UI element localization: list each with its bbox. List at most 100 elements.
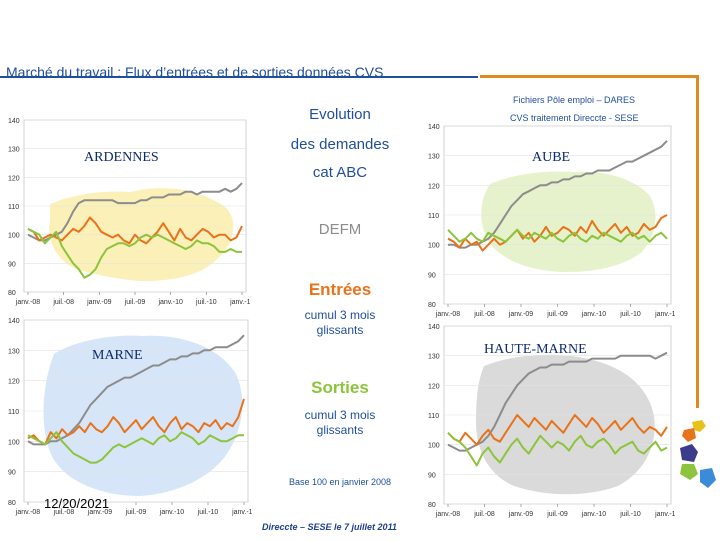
region-label: MARNE (92, 348, 143, 363)
footer-credit: Direccte – SESE le 7 juillet 2011 (262, 522, 397, 532)
source-line-2: CVS traitement Direccte - SESE (510, 113, 639, 123)
x-tick-label: janv.-10 (157, 299, 182, 306)
legend-des-demandes: des demandes (290, 136, 390, 153)
chart-ardennes: 80 90 100 110 120 130 140 janv.-08 juil.-08 janv.… (0, 112, 254, 312)
y-tick-label: 110 (8, 204, 19, 211)
chart-aube: 80 90 100 110 120 130 140 janv.-08 juil.-08 janv.… (420, 118, 679, 324)
x-tick-label: juil.-08 (53, 509, 75, 516)
x-tick-label: juil.-09 (125, 509, 147, 516)
y-tick-label: 120 (428, 183, 440, 190)
x-tick-label: janv.-09 (86, 299, 111, 306)
x-tick-label: janv.-11 (654, 511, 675, 518)
region-label: AUBE (532, 150, 571, 165)
region-map-shape (43, 335, 243, 496)
y-tick-label: 120 (8, 175, 20, 182)
region-map-shape (476, 354, 655, 495)
x-tick-label: janv.-08 (15, 299, 40, 306)
y-tick-label: 90 (428, 472, 436, 479)
region-label: ARDENNES (84, 150, 159, 165)
legend-sorties: Sorties (311, 378, 369, 397)
y-tick-label: 100 (8, 439, 20, 446)
x-tick-label: juil.-08 (52, 299, 74, 306)
x-tick-label: janv.-08 (15, 509, 40, 516)
series-line-entrees (27, 216, 243, 245)
map-extra-shape (700, 468, 716, 488)
x-tick-label: janv.-10 (159, 509, 184, 516)
chart-marne: 80 90 100 110 120 130 140 janv.-08 juil.-08 janv.… (0, 312, 256, 522)
chart-svg: 80 90 100 110 120 130 140 janv.-08 juil.-08 janv.… (8, 318, 256, 516)
y-tick-label: 100 (8, 233, 20, 240)
series-line-defm (27, 334, 245, 446)
y-tick-label: 90 (8, 261, 16, 268)
x-tick-label: juil.-10 (195, 299, 217, 306)
series-line-sorties (447, 228, 668, 243)
y-tick-label: 140 (428, 324, 440, 331)
series-line-defm (448, 140, 668, 249)
legend-entrees: Entrées (308, 280, 372, 299)
legend-base: Base 100 en janvier 2008 (288, 477, 392, 487)
region-label: HAUTE-MARNE (484, 342, 587, 357)
legend-defm: DEFM (318, 221, 362, 238)
series-line-defm (447, 351, 668, 452)
y-tick-label: 130 (428, 154, 440, 161)
champagne-ardenne-map-icon (680, 420, 716, 488)
x-tick-label: janv.-09 (508, 511, 533, 518)
y-tick-label: 120 (428, 383, 440, 390)
series-line-entrees (447, 414, 668, 446)
x-tick-label: juil.-10 (619, 311, 641, 318)
y-tick-label: 110 (428, 413, 439, 420)
source-line-1: Fichiers Pôle emploi – DARES (513, 95, 636, 105)
x-tick-label: janv.-11 (231, 509, 252, 516)
slide-date: 12/20/2021 (44, 496, 110, 511)
map-ardennes-shape (692, 420, 706, 432)
y-tick-label: 130 (428, 354, 440, 361)
series-line-sorties (447, 432, 668, 467)
x-tick-label: juil.-09 (124, 299, 146, 306)
legend-cat-abc: cat ABC (312, 164, 368, 181)
y-tick-label: 140 (8, 118, 20, 125)
y-tick-label: 100 (428, 443, 440, 450)
region-map-shape (481, 171, 656, 272)
y-tick-label: 80 (8, 290, 16, 297)
chart-svg: 80 90 100 110 120 130 140 janv.-08 juil.-08 janv.… (428, 324, 679, 518)
series-line-defm (27, 182, 243, 242)
x-tick-label: juil.-08 (473, 311, 495, 318)
y-tick-label: 140 (8, 318, 20, 325)
map-haute-marne-shape (680, 464, 698, 480)
y-tick-label: 110 (428, 213, 439, 220)
x-tick-label: janv.-08 (435, 311, 460, 318)
y-tick-label: 90 (8, 470, 16, 477)
x-tick-label: juil.-08 (473, 511, 495, 518)
x-tick-label: juil.-10 (619, 511, 641, 518)
x-tick-label: juil.-10 (197, 509, 219, 516)
legend-cumul-sorties: cumul 3 mois glissants (304, 408, 376, 437)
x-tick-label: janv.-08 (435, 511, 460, 518)
chart-svg: 80 90 100 110 120 130 140 janv.-08 juil.-08 janv.… (428, 124, 679, 318)
map-aube-shape (682, 428, 696, 442)
chart-haute-marne: 80 90 100 110 120 130 140 janv.-08 juil.-08 janv.… (420, 318, 679, 524)
y-tick-label: 110 (8, 409, 19, 416)
chart-svg: 80 90 100 110 120 130 140 janv.-08 juil.-08 janv.… (8, 118, 254, 306)
x-tick-label: janv.-11 (229, 299, 250, 306)
x-tick-label: juil.-09 (546, 311, 568, 318)
x-tick-label: janv.-09 (87, 509, 112, 516)
y-tick-label: 120 (8, 379, 20, 386)
legend-cumul-entrees: cumul 3 mois glissants (304, 308, 376, 337)
series-line-sorties (27, 228, 242, 279)
y-tick-label: 80 (428, 502, 436, 509)
x-tick-label: janv.-11 (654, 311, 675, 318)
legend-evolution: Evolution (309, 106, 371, 123)
x-tick-label: janv.-10 (581, 511, 606, 518)
series-line-entrees (27, 398, 245, 446)
series-line-sorties (27, 431, 244, 464)
map-marne-shape (680, 444, 698, 462)
title-underline (0, 76, 478, 78)
y-tick-label: 80 (428, 302, 436, 309)
y-tick-label: 130 (8, 147, 20, 154)
y-tick-label: 80 (8, 500, 16, 507)
x-tick-label: janv.-09 (508, 311, 533, 318)
y-tick-label: 90 (428, 272, 436, 279)
y-tick-label: 140 (428, 124, 440, 131)
x-tick-label: juil.-09 (546, 511, 568, 518)
y-tick-label: 130 (8, 348, 20, 355)
